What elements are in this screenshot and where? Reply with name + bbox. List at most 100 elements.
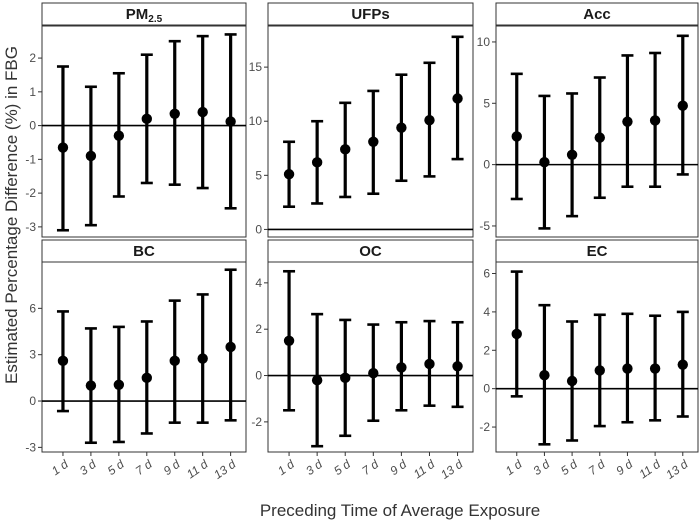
estimate-point [649, 115, 661, 126]
panel-frame [267, 25, 474, 238]
y-tick-label: 15 [249, 60, 263, 74]
y-tick-label: 10 [249, 114, 263, 128]
estimate-point [594, 132, 605, 143]
estimate-point [169, 355, 180, 367]
x-tick-label: 3 d [530, 457, 552, 478]
estimate-point [169, 108, 180, 119]
x-tick-label: 3 d [303, 457, 325, 478]
estimate-point [225, 116, 236, 127]
estimate-point [368, 368, 379, 379]
estimate-point [396, 122, 407, 133]
estimate-point [141, 372, 152, 384]
panel-frame [267, 261, 474, 453]
y-tick-label: -3 [25, 220, 36, 234]
estimate-point [113, 130, 125, 141]
x-tick-label: 13 d [438, 457, 465, 482]
x-tick-label: 11 d [636, 457, 663, 482]
panel-title: Acc [583, 6, 611, 23]
y-tick-label: 4 [255, 276, 262, 290]
x-tick-label: 7 d [133, 457, 155, 478]
panel-2: UFPs 0 5 10 15 [249, 2, 474, 238]
estimate-point [622, 116, 633, 127]
x-tick-label: 13 d [663, 457, 690, 482]
x-tick-label: 9 d [387, 457, 409, 478]
y-tick-label: -2 [25, 186, 36, 200]
estimate-point [368, 136, 379, 147]
estimate-point [340, 144, 351, 155]
estimate-point [649, 363, 661, 374]
y-tick-label: 0 [255, 222, 262, 236]
y-tick-label: -3 [25, 440, 36, 454]
estimate-point [622, 363, 633, 374]
panel-frame [41, 261, 247, 453]
y-axis-title: Estimated Percentage Difference (%) in F… [2, 46, 21, 384]
panel-1: PM2.5 -3 -2 -1 0 1 2 [25, 2, 247, 238]
estimate-point [283, 169, 295, 180]
estimate-point [85, 150, 97, 162]
estimate-point [424, 358, 435, 370]
y-tick-label: -2 [251, 415, 262, 429]
x-tick-label: 5 d [331, 457, 353, 478]
panel-5: OC -2 0 2 4 1 d 3 d 5 d 7 d 9 d 11 d 13 d [251, 239, 474, 482]
estimate-point [225, 341, 236, 353]
estimate-point [511, 328, 522, 340]
y-tick-label: 10 [477, 35, 491, 49]
panel-4: BC -3 0 3 6 1 d 3 d 5 d 7 d 9 d 11 d 13 d [25, 239, 247, 482]
y-tick-label: 0 [255, 369, 262, 383]
panel-frame [41, 25, 247, 238]
estimate-point [452, 361, 463, 372]
panel-title: UFPs [351, 6, 389, 23]
panel-frame [495, 25, 699, 238]
estimate-point [283, 335, 295, 346]
estimate-point [197, 106, 208, 118]
estimate-point [396, 362, 407, 373]
estimate-point [539, 370, 550, 381]
x-tick-label: 7 d [359, 457, 381, 478]
x-tick-label: 13 d [211, 457, 238, 482]
estimate-point [85, 380, 97, 391]
panel-strip [267, 2, 474, 26]
estimate-point [311, 374, 323, 386]
estimate-point [340, 372, 351, 384]
x-tick-label: 3 d [77, 457, 99, 478]
panel-title: OC [359, 243, 382, 260]
y-tick-label: -5 [479, 219, 490, 233]
y-tick-label: 6 [483, 267, 490, 281]
panels-container: PM2.5 -3 -2 -1 0 1 2 UFPs 0 5 10 15 Acc -5 0 5 10 BC -3 0 3 6… [25, 2, 699, 482]
x-tick-label: 9 d [613, 457, 635, 478]
panel-3: Acc -5 0 5 10 [477, 2, 699, 238]
panel-strip [495, 2, 699, 26]
estimate-point [424, 114, 435, 126]
panel-title: EC [587, 243, 608, 260]
estimate-point [113, 379, 125, 391]
estimate-point [566, 149, 578, 161]
estimate-point [677, 100, 688, 111]
y-tick-label: 2 [483, 343, 490, 357]
x-tick-label: 9 d [161, 457, 183, 478]
estimate-point [594, 365, 605, 376]
panel-title: BC [133, 243, 155, 260]
y-tick-label: 2 [29, 51, 36, 65]
panel-title: PM2.5 [126, 6, 163, 25]
x-axis-title: Preceding Time of Average Exposure [260, 501, 540, 520]
y-tick-label: 0 [29, 394, 36, 408]
estimate-point [677, 359, 688, 370]
panel-strip [41, 2, 247, 26]
y-tick-label: 1 [29, 85, 36, 99]
x-tick-label: 7 d [586, 457, 608, 478]
y-tick-label: 0 [29, 119, 36, 133]
y-tick-label: 2 [255, 322, 262, 336]
estimate-point [141, 113, 152, 125]
x-tick-label: 5 d [105, 457, 127, 478]
x-tick-label: 1 d [275, 457, 297, 478]
estimate-point [57, 142, 69, 153]
x-tick-label: 1 d [49, 457, 71, 478]
x-tick-label: 11 d [411, 457, 438, 482]
y-tick-label: 4 [483, 305, 490, 319]
estimate-point [311, 157, 323, 168]
y-tick-label: 6 [29, 301, 36, 315]
x-tick-label: 11 d [184, 457, 211, 482]
estimate-point [566, 375, 578, 387]
estimate-point [197, 353, 208, 364]
